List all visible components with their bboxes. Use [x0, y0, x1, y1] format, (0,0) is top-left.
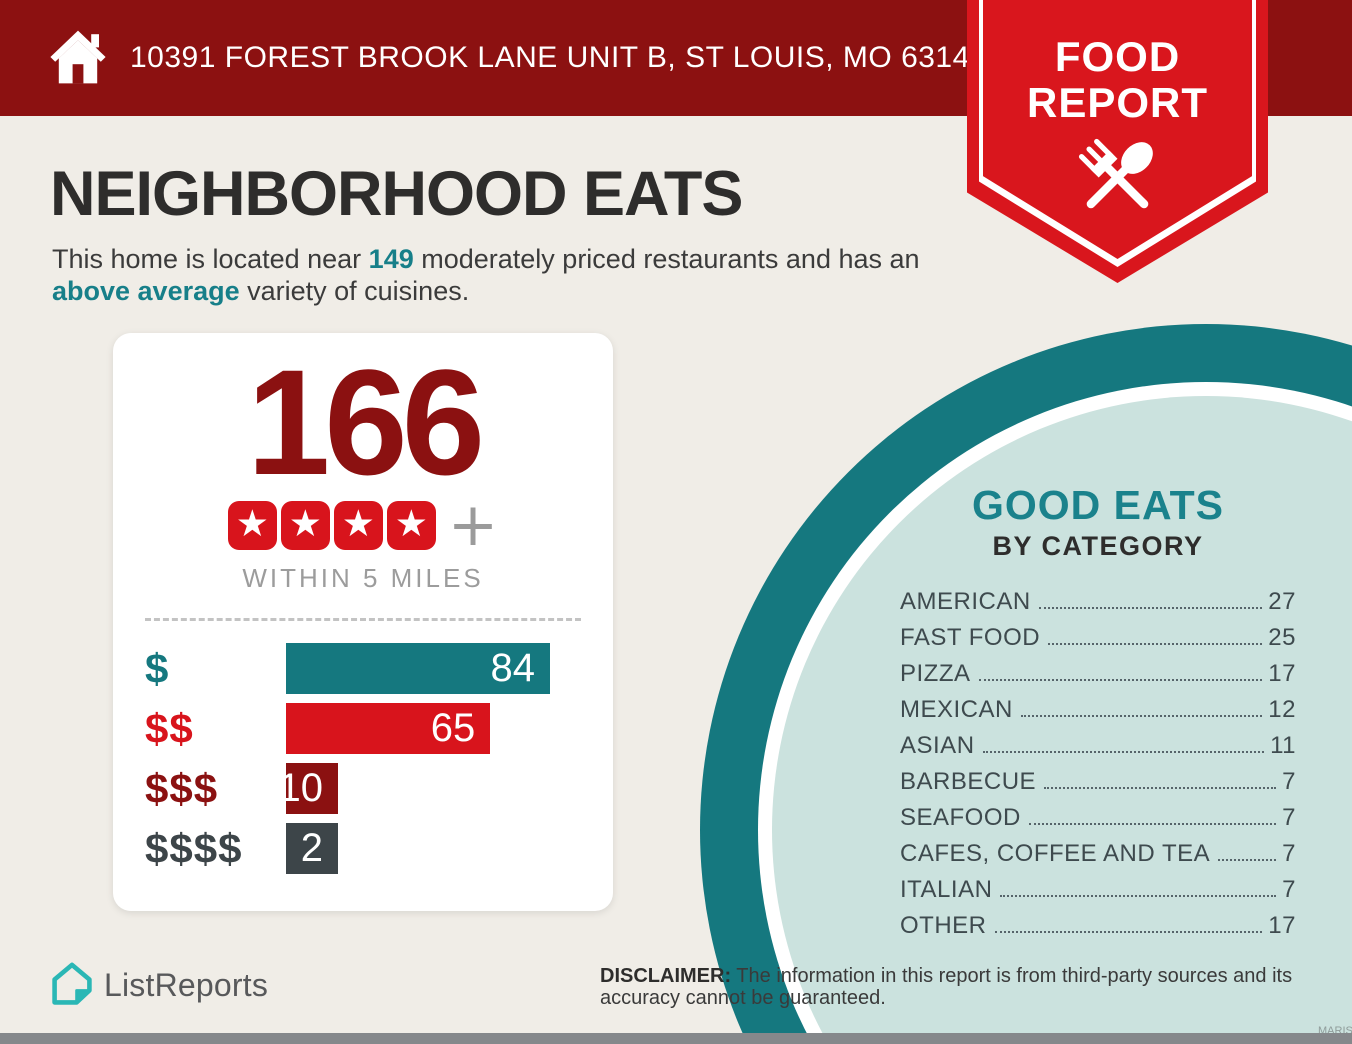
category-label: AMERICAN	[900, 588, 1031, 615]
bar-value: 10	[278, 766, 324, 810]
price-tier-label: $$	[145, 704, 194, 752]
total-restaurants: 166	[246, 338, 485, 506]
dotted-leader	[1020, 715, 1263, 717]
list-item: AMERICAN 27	[900, 588, 1296, 624]
bar-value: 65	[430, 706, 476, 750]
list-item: FAST FOOD 25	[900, 624, 1296, 660]
dotted-leader	[994, 931, 1263, 933]
home-icon	[50, 30, 106, 84]
star-icon: ★	[280, 500, 330, 550]
property-address: 10391 FOREST BROOK LANE UNIT B, ST LOUIS…	[130, 41, 987, 74]
restaurant-summary-card: 166 ★ ★ ★ ★ + WITHIN 5 MILES $ 84 $$ 65 $$$ …	[113, 333, 613, 911]
category-label: ITALIAN	[900, 876, 993, 903]
intro-text: This home is located near 149 moderately…	[52, 244, 920, 306]
dotted-leader	[1038, 607, 1263, 609]
category-label: SEAFOOD	[900, 804, 1021, 831]
category-label: PIZZA	[900, 660, 971, 687]
category-value: 7	[1282, 804, 1296, 831]
chart-row: $$$ 10	[113, 763, 613, 814]
category-value: 12	[1268, 696, 1296, 723]
restaurant-count: 149	[368, 244, 414, 274]
chart-row: $$$$ 2	[113, 823, 613, 874]
category-label: ASIAN	[900, 732, 975, 759]
bar-value: 84	[490, 646, 536, 690]
category-value: 17	[1268, 660, 1296, 687]
dotted-leader	[1044, 787, 1277, 789]
dotted-leader	[1000, 895, 1277, 897]
category-value: 7	[1282, 768, 1296, 795]
listreports-logo: ListReports	[50, 960, 268, 1010]
list-item: MEXICAN 12	[900, 696, 1296, 732]
variety-highlight: above average	[52, 276, 240, 306]
star-icon: ★	[227, 500, 277, 550]
category-label: MEXICAN	[900, 696, 1013, 723]
category-value: 17	[1268, 912, 1296, 939]
dotted-leader	[978, 679, 1263, 681]
category-value: 27	[1268, 588, 1296, 615]
star-icon: ★	[386, 500, 436, 550]
list-item: SEAFOOD 7	[900, 804, 1296, 840]
category-label: BARBECUE	[900, 768, 1037, 795]
radius-caption: WITHIN 5 MILES	[242, 563, 484, 593]
plus-icon: +	[447, 489, 499, 560]
star-icon: ★	[333, 500, 383, 550]
price-tier-label: $$$	[145, 764, 219, 812]
disclaimer: DISCLAIMER: The information in this repo…	[600, 965, 1293, 1009]
dotted-leader	[1048, 643, 1263, 645]
good-eats-subtitle: BY CATEGORY	[992, 531, 1204, 561]
dashed-divider	[145, 618, 581, 621]
dotted-leader	[982, 751, 1265, 753]
bar: 2	[286, 823, 338, 874]
category-value: 7	[1282, 840, 1296, 867]
price-tier-label: $	[145, 644, 170, 692]
list-item: CAFES, COFFEE AND TEA 7	[900, 840, 1296, 876]
good-eats-title: GOOD EATS	[972, 482, 1224, 528]
category-value: 25	[1268, 624, 1296, 651]
list-item: ITALIAN 7	[900, 876, 1296, 912]
category-label: OTHER	[900, 912, 987, 939]
category-value: 11	[1270, 732, 1296, 759]
list-item: ASIAN 11	[900, 732, 1296, 768]
bar: 10	[279, 763, 338, 814]
bar: 84	[286, 643, 550, 694]
rating-stars: ★ ★ ★ ★ +	[113, 489, 613, 560]
bar: 65	[286, 703, 491, 754]
spoon-fork-icon	[1078, 138, 1153, 209]
brand-name: ListReports	[104, 966, 269, 1003]
good-eats-circle: GOOD EATS BY CATEGORY AMERICAN 27 FAST FO…	[700, 324, 1352, 1044]
dotted-leader	[1028, 823, 1277, 825]
list-item: BARBECUE 7	[900, 768, 1296, 804]
price-tier-label: $$$$	[145, 824, 243, 872]
ribbon-title: FOOD REPORT	[1026, 33, 1208, 126]
bottom-bar	[0, 1033, 1352, 1044]
category-label: FAST FOOD	[900, 624, 1041, 651]
list-item: PIZZA 17	[900, 660, 1296, 696]
category-value: 7	[1282, 876, 1296, 903]
page-title: NEIGHBORHOOD EATS	[50, 159, 743, 229]
chart-row: $ 84	[113, 643, 613, 694]
dotted-leader	[1218, 859, 1277, 861]
chart-row: $$ 65	[113, 703, 613, 754]
price-tier-chart: $ 84 $$ 65 $$$ 10 $$$$ 2	[113, 643, 613, 874]
category-list: AMERICAN 27 FAST FOOD 25 PIZZA 17 MEXICAN 12…	[900, 588, 1296, 948]
list-item: OTHER 17	[900, 912, 1296, 948]
listreports-house-icon	[52, 962, 92, 1005]
category-label: CAFES, COFFEE AND TEA	[900, 840, 1211, 867]
bar-value: 2	[300, 826, 323, 870]
food-report-ribbon: FOOD REPORT	[967, 0, 1268, 283]
